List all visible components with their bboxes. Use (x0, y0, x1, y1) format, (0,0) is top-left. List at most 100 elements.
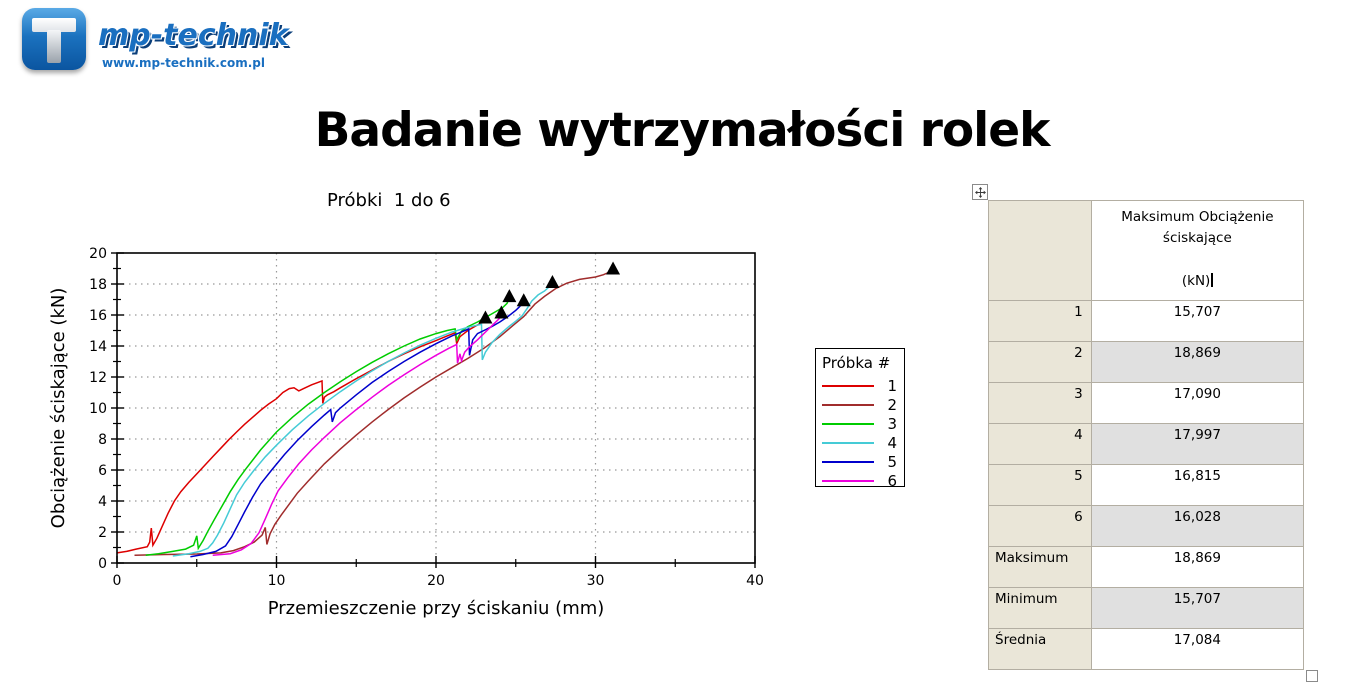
brand-website: www.mp-technik.com.pl (102, 56, 265, 70)
logo-t-icon (22, 8, 86, 70)
y-tick-label: 8 (98, 432, 107, 448)
table-row-label[interactable]: 1 (989, 301, 1092, 342)
results-table: Maksimum Obciążenie ściskające (kN) 1 15,… (988, 200, 1304, 670)
brand-name: mp-technik (98, 18, 289, 53)
series-line-4 (172, 283, 553, 557)
line-chart: 0 10 20 30 40 0 2 4 6 8 10 12 14 16 18 20 Przemieszczen… (48, 246, 764, 619)
legend-line-swatch (822, 384, 874, 387)
legend-entry: 1 (816, 376, 904, 395)
table-row: 5 16,815 (989, 465, 1304, 506)
series-line-5 (190, 301, 525, 558)
table-header-cell[interactable]: Maksimum Obciążenie ściskające (kN) (1091, 201, 1304, 301)
table-row-value[interactable]: 17,084 (1091, 629, 1304, 670)
legend-entry: 3 (816, 414, 904, 433)
table-row-label[interactable]: Maksimum (989, 547, 1092, 588)
table-row-value[interactable]: 16,815 (1091, 465, 1304, 506)
y-tick-label: 18 (89, 277, 107, 293)
legend-line-swatch (822, 422, 874, 425)
table-row: 6 16,028 (989, 506, 1304, 547)
table-row: Maksimum 18,869 (989, 547, 1304, 588)
chart-max-markers (478, 261, 621, 324)
legend-entry-label: 2 (887, 395, 897, 414)
text-caret (1211, 272, 1213, 287)
table-row-label[interactable]: Minimum (989, 588, 1092, 629)
x-tick-label: 30 (587, 573, 605, 589)
legend-line-swatch (822, 403, 874, 406)
legend-line-swatch (822, 441, 874, 444)
table-row: 2 18,869 (989, 342, 1304, 383)
table-row-value[interactable]: 18,869 (1091, 342, 1304, 383)
table-row-label[interactable]: 5 (989, 465, 1092, 506)
table-row-value[interactable]: 15,707 (1091, 588, 1304, 629)
legend-entry: 4 (816, 433, 904, 452)
max-marker-sample-6 (494, 305, 509, 319)
legend-entry-label: 5 (887, 452, 897, 471)
table-row-label[interactable]: Średnia (989, 629, 1092, 670)
y-tick-label: 12 (89, 370, 107, 386)
table-move-handle[interactable] (972, 184, 988, 200)
legend-entry: 5 (816, 452, 904, 471)
axis-tick-labels: 0 10 20 30 40 0 2 4 6 8 10 12 14 16 18 20 (89, 246, 764, 589)
y-tick-label: 16 (89, 308, 107, 324)
y-tick-label: 4 (98, 494, 107, 510)
x-tick-label: 0 (113, 573, 122, 589)
legend-title: Próbka # (822, 354, 891, 372)
axis-ticks (111, 252, 756, 568)
table-row-value[interactable]: 15,707 (1091, 301, 1304, 342)
chart-gridlines (117, 253, 755, 563)
table-header-row: Maksimum Obciążenie ściskające (kN) (989, 201, 1304, 301)
table-header-title: Maksimum Obciążenie ściskające (1121, 209, 1274, 246)
table-row-label[interactable]: 2 (989, 342, 1092, 383)
table-row-value[interactable]: 17,997 (1091, 424, 1304, 465)
table-row-label[interactable]: 4 (989, 424, 1092, 465)
y-tick-label: 2 (98, 525, 107, 541)
mp-technik-logo: mp-technik www.mp-technik.com.pl (22, 8, 289, 70)
y-axis-label: Obciążenie ściskające (kN) (48, 288, 69, 529)
table-header-empty-cell[interactable] (989, 201, 1092, 301)
max-marker-sample-5 (516, 293, 531, 307)
table-row-value[interactable]: 18,869 (1091, 547, 1304, 588)
legend-line-swatch (822, 460, 874, 463)
table-row-label[interactable]: 6 (989, 506, 1092, 547)
y-tick-label: 0 (98, 556, 107, 572)
table-row-value[interactable]: 16,028 (1091, 506, 1304, 547)
series-line-3 (145, 297, 511, 557)
y-tick-label: 14 (89, 339, 107, 355)
table-row: 4 17,997 (989, 424, 1304, 465)
max-marker-sample-3 (502, 289, 517, 303)
chart-series-lines (116, 269, 614, 558)
x-tick-label: 20 (427, 573, 445, 589)
x-tick-label: 40 (746, 573, 764, 589)
max-marker-sample-1 (478, 310, 493, 324)
table-header-unit: (kN) (1181, 272, 1211, 289)
series-line-1 (116, 318, 486, 554)
table-row: Minimum 15,707 (989, 588, 1304, 629)
table-row: Średnia 17,084 (989, 629, 1304, 670)
series-line-6 (212, 314, 503, 557)
max-marker-sample-4 (545, 275, 560, 288)
table-row-value[interactable]: 17,090 (1091, 383, 1304, 424)
table-resize-handle[interactable] (1306, 670, 1318, 682)
table-row: 1 15,707 (989, 301, 1304, 342)
table-row-label[interactable]: 3 (989, 383, 1092, 424)
x-axis-label: Przemieszczenie przy ściskaniu (mm) (268, 598, 605, 619)
y-tick-label: 10 (89, 401, 107, 417)
logo-t-stem (47, 30, 61, 63)
legend-entry: 6 (816, 471, 904, 490)
legend-entry-label: 1 (887, 376, 897, 395)
x-tick-label: 10 (268, 573, 286, 589)
legend-entry-label: 4 (887, 433, 897, 452)
legend-line-swatch (822, 479, 874, 482)
logo-t-bar (32, 18, 76, 32)
legend-entry-label: 3 (887, 414, 897, 433)
page-title: Badanie wytrzymałości rolek (314, 103, 1051, 159)
y-tick-label: 6 (98, 463, 107, 479)
table-row: 3 17,090 (989, 383, 1304, 424)
legend-entry: 2 (816, 395, 904, 414)
max-marker-sample-2 (606, 261, 621, 275)
legend-entry-label: 6 (887, 471, 897, 490)
move-arrows-icon (974, 186, 986, 198)
series-line-2 (134, 269, 614, 557)
chart-title: Próbki 1 do 6 (327, 190, 451, 211)
